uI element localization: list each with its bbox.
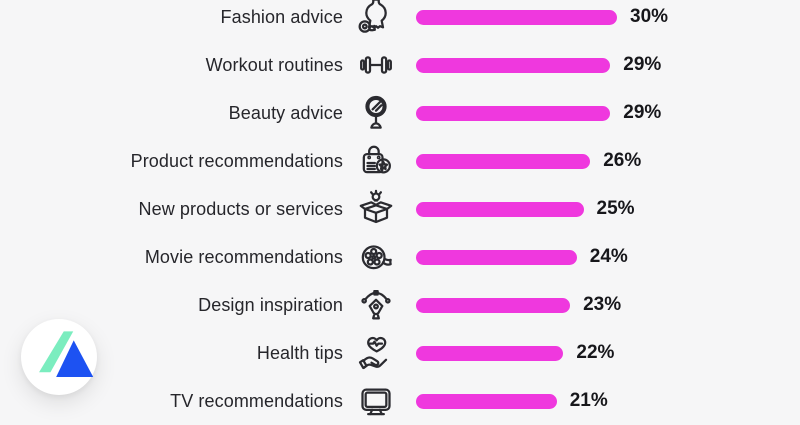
box-lightbulb-icon xyxy=(361,191,391,222)
value-bar xyxy=(416,297,571,313)
value-label: 24% xyxy=(589,246,628,267)
value-label: 21% xyxy=(569,390,608,411)
category-icon-box xyxy=(356,283,396,327)
value-bar xyxy=(416,105,611,121)
chart-row: Product recommendations 26% xyxy=(0,137,800,185)
hand-heart-icon xyxy=(360,338,386,368)
value-label: 29% xyxy=(623,54,662,75)
category-label: Workout routines xyxy=(205,54,343,75)
value-label: 22% xyxy=(576,342,615,363)
category-icon-box xyxy=(356,331,396,375)
value-bar xyxy=(416,57,611,73)
mirror-icon xyxy=(367,97,386,128)
category-icon-box xyxy=(356,0,396,39)
category-label: Product recommendations xyxy=(130,150,343,171)
category-icon-box xyxy=(356,235,396,279)
category-icon-box xyxy=(356,91,396,135)
category-label: TV recommendations xyxy=(170,390,343,411)
category-label: Fashion advice xyxy=(220,6,343,27)
dumbbell-icon xyxy=(361,57,391,72)
category-label: Movie recommendations xyxy=(144,246,343,267)
value-label: 30% xyxy=(630,6,669,27)
category-label: New products or services xyxy=(138,198,343,219)
category-label: Health tips xyxy=(256,342,343,363)
chart-row: Fashion advice 30% xyxy=(0,0,800,41)
chart-row: Beauty advice 29% xyxy=(0,89,800,137)
shopping-bag-star-icon xyxy=(364,147,390,173)
category-icon-box xyxy=(356,139,396,183)
value-bar xyxy=(416,345,564,361)
tv-icon xyxy=(363,390,390,415)
pen-tool-icon xyxy=(363,291,390,318)
value-label: 25% xyxy=(596,198,635,219)
bdm-logo-mark xyxy=(39,331,94,377)
chart-row: Health tips 22% xyxy=(0,329,800,377)
value-bar xyxy=(416,393,557,409)
chart-row: TV recommendations 21% xyxy=(0,377,800,425)
chart-row: New products or services 25% xyxy=(0,185,800,233)
chart-row: Design inspiration 23% xyxy=(0,281,800,329)
value-bar xyxy=(416,153,591,169)
chart-row: Workout routines 29% xyxy=(0,41,800,89)
chart-row: Movie recommendations 24% xyxy=(0,233,800,281)
value-label: 23% xyxy=(583,294,622,315)
category-icon-box xyxy=(356,43,396,87)
bdm-logo xyxy=(21,319,97,395)
value-bar xyxy=(416,201,584,217)
category-icon-box xyxy=(356,379,396,423)
logo-blue-triangle xyxy=(56,340,94,377)
category-label: Design inspiration xyxy=(198,294,343,315)
dress-form-icon xyxy=(360,0,386,32)
category-icon-box xyxy=(356,187,396,231)
film-reel-icon xyxy=(363,247,391,269)
value-bar xyxy=(416,9,617,25)
value-label: 29% xyxy=(623,102,662,123)
value-bar xyxy=(416,249,577,265)
logo-green-triangle xyxy=(39,331,74,373)
value-label: 26% xyxy=(603,150,642,171)
category-label: Beauty advice xyxy=(228,102,343,123)
